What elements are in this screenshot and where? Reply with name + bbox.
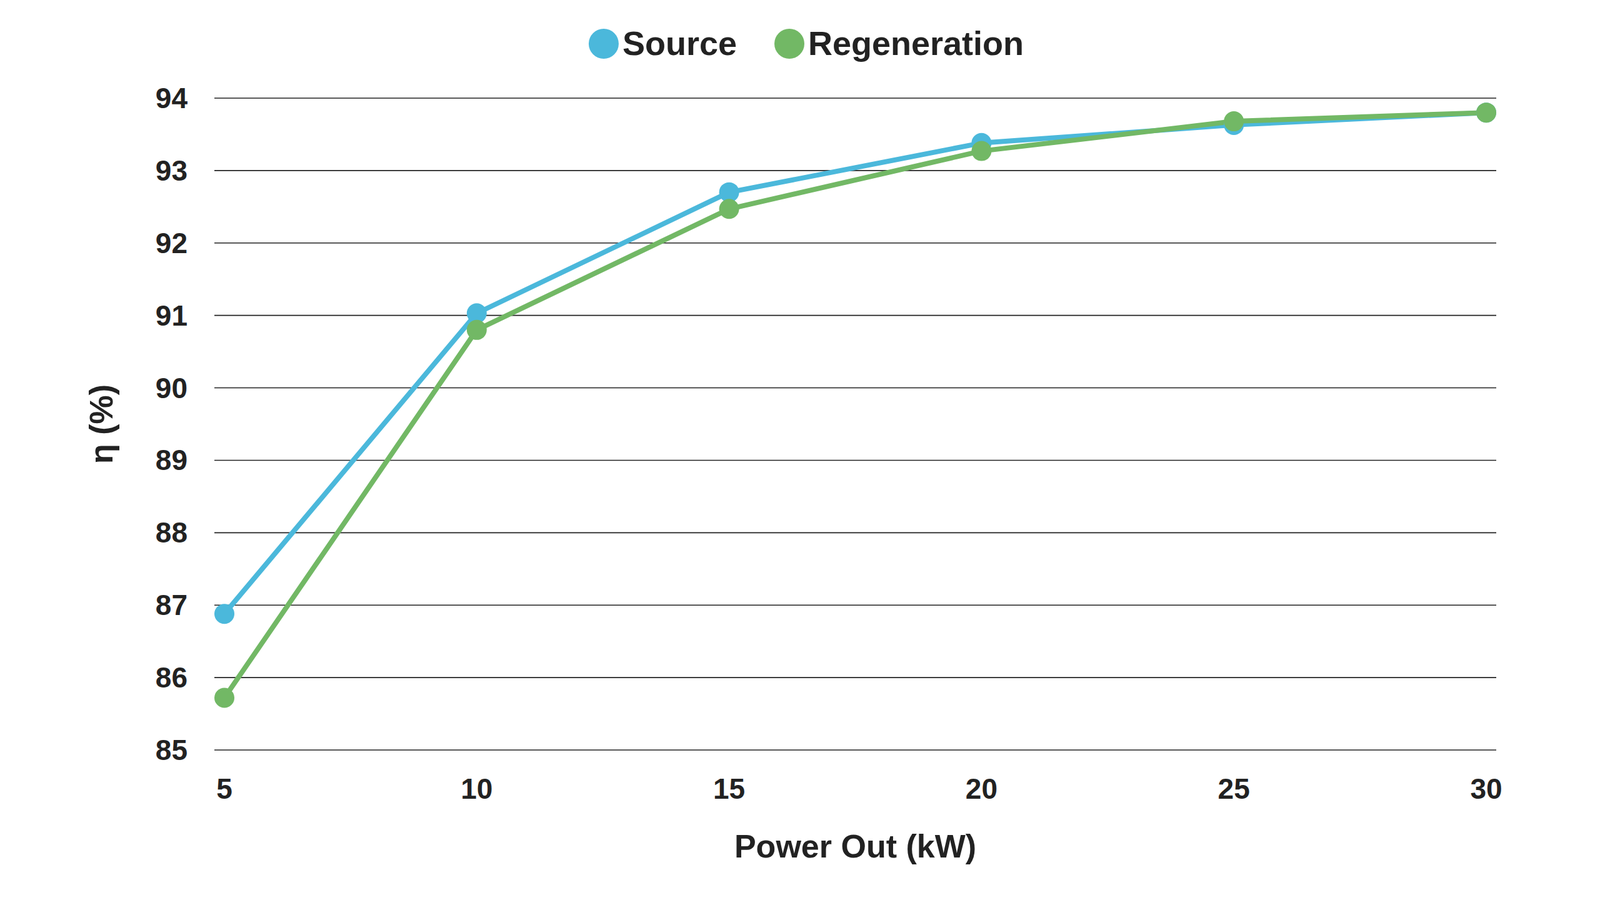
series-point — [214, 603, 235, 624]
y-tick-label: 92 — [155, 226, 188, 260]
y-tick-label: 89 — [155, 443, 188, 477]
legend-label: Source — [622, 24, 737, 62]
series-line — [224, 112, 1487, 614]
x-tick-label: 15 — [713, 772, 745, 805]
grid-line — [214, 170, 1497, 172]
legend-marker — [588, 28, 619, 59]
series-point — [971, 141, 992, 162]
series-point — [1223, 111, 1244, 132]
y-tick-label: 94 — [155, 81, 189, 115]
x-tick-label: 20 — [965, 772, 998, 805]
y-tick-label: 88 — [155, 516, 188, 549]
y-tick-label: 93 — [155, 154, 188, 187]
grid-line — [214, 676, 1497, 679]
y-tick-label: 91 — [155, 299, 188, 332]
chart: 85 86 87 88 89 90 91 92 93 94 5 10 15 20 25 30 Power Out… — [0, 0, 1600, 900]
plot-area — [214, 102, 1497, 708]
x-axis-title: Power Out (kW) — [734, 828, 977, 865]
x-tick-label: 25 — [1218, 772, 1250, 805]
y-axis-title: η (%) — [83, 384, 120, 464]
legend: Source Regeneration — [588, 24, 1024, 62]
series-point — [466, 320, 487, 340]
series-point — [719, 198, 740, 219]
grid-line — [214, 532, 1497, 534]
x-tick-label: 5 — [216, 772, 233, 805]
grid-line — [214, 749, 1497, 751]
grid-line — [214, 242, 1497, 244]
x-tick-label: 30 — [1470, 772, 1502, 805]
y-tick-label: 85 — [155, 733, 188, 767]
grid-line — [214, 97, 1497, 99]
y-tick-label: 90 — [155, 371, 188, 405]
grid-line — [214, 460, 1497, 462]
y-tick-label: 87 — [155, 588, 188, 622]
series-point — [1476, 102, 1497, 123]
grid-line — [214, 315, 1497, 317]
series-line — [224, 112, 1487, 698]
legend-marker — [774, 28, 805, 59]
y-tick-label: 86 — [155, 661, 188, 694]
legend-label: Regeneration — [808, 24, 1024, 62]
grid-line — [214, 604, 1497, 606]
series-point — [214, 688, 235, 709]
grid-line — [214, 387, 1497, 389]
series-point — [1476, 102, 1497, 123]
x-tick-label: 10 — [460, 772, 493, 805]
